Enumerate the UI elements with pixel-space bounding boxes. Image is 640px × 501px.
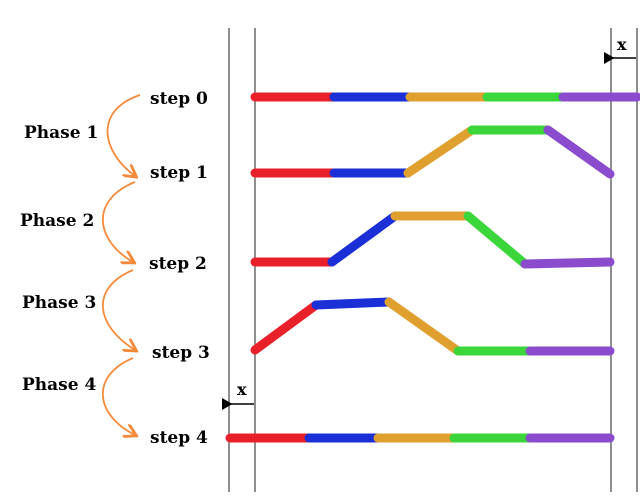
phase-1-label: Phase 1 <box>24 123 98 143</box>
chain-2-purple-segment <box>520 257 615 269</box>
chain-3-blue-segment <box>311 297 394 310</box>
chain-2-blue-segment <box>327 211 400 267</box>
phase-2-label: Phase 2 <box>20 211 94 231</box>
chain-step-3 <box>250 297 615 356</box>
phase-4-arrow <box>101 357 135 435</box>
chain-step-1 <box>250 125 615 179</box>
step-2-label: step 2 <box>149 254 207 274</box>
step-4-label: step 4 <box>150 428 208 448</box>
phase-2-arrow <box>101 181 135 262</box>
phase-1-arrow <box>106 94 141 176</box>
chain-1-purple-segment <box>543 125 615 179</box>
chain-3-orange-segment <box>384 297 463 356</box>
x-marker-right-label: x <box>617 35 627 54</box>
chain-1-orange-segment <box>403 125 477 178</box>
phase-3-label: Phase 3 <box>22 293 96 313</box>
step-1-label: step 1 <box>150 163 208 183</box>
step-0-label: step 0 <box>150 89 208 109</box>
chain-2-green-segment <box>463 211 530 269</box>
phase-4-label: Phase 4 <box>22 375 96 395</box>
phase-3-arrow <box>101 269 135 350</box>
step-3-label: step 3 <box>152 343 210 363</box>
x-marker-left-label: x <box>237 380 247 399</box>
chain-3-red-segment <box>250 300 321 355</box>
chain-step-2 <box>250 211 615 269</box>
